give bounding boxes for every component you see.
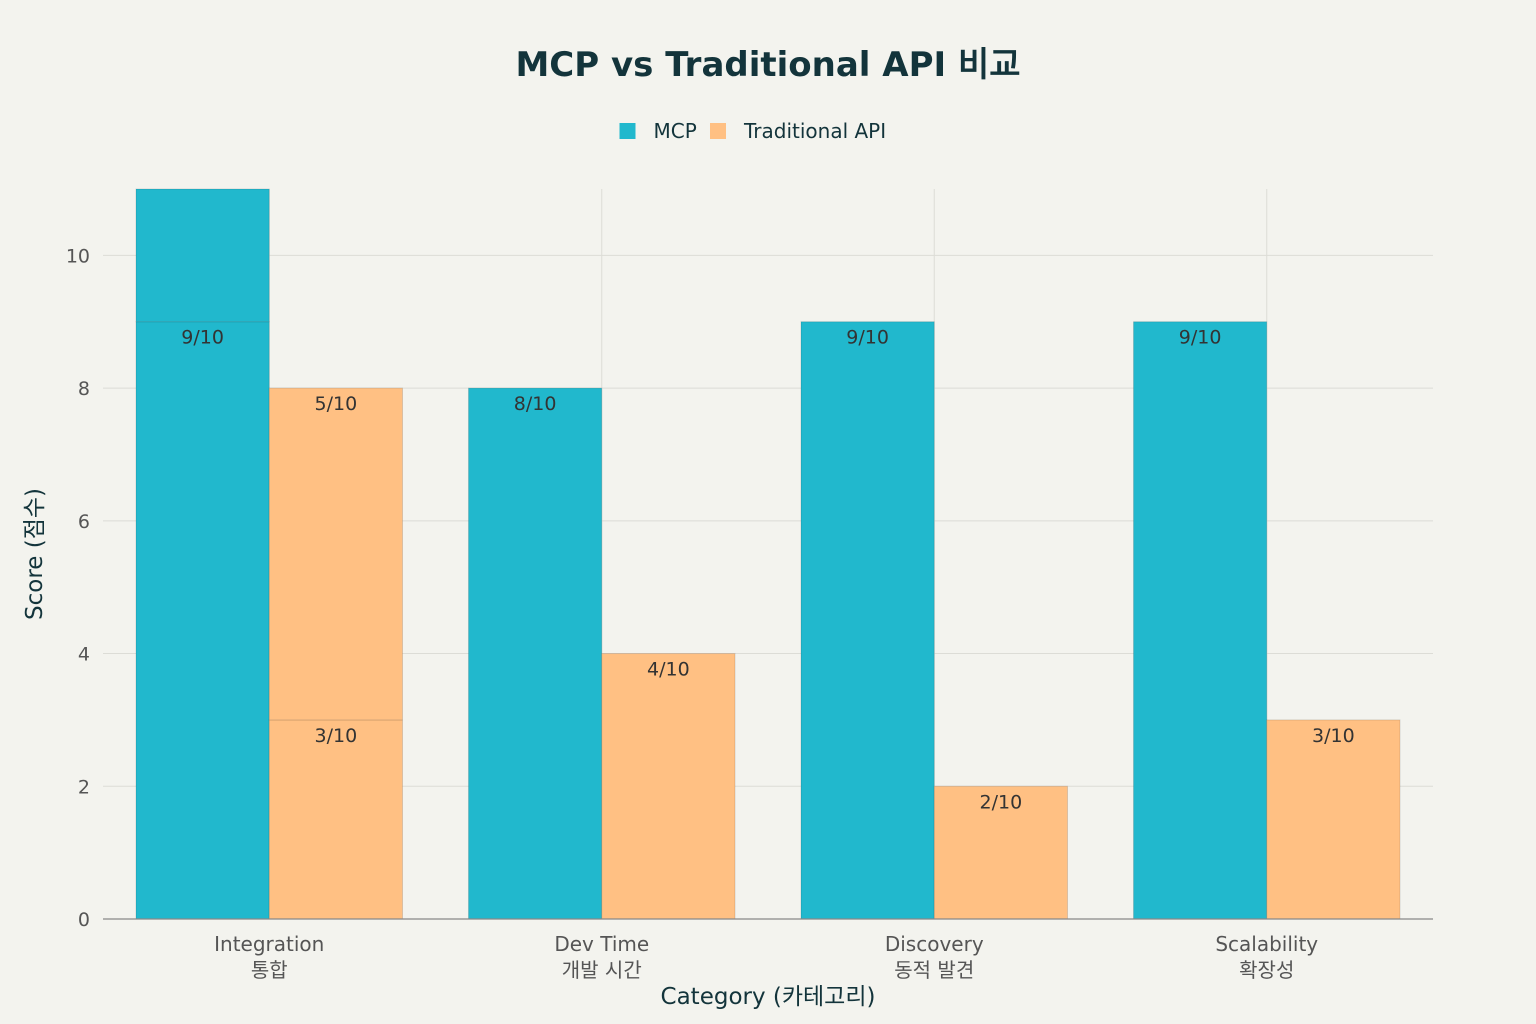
- chart-title: MCP vs Traditional API 비교: [515, 45, 1020, 85]
- y-tick-label: 10: [66, 245, 90, 267]
- bar-traditional-api: [268, 387, 403, 721]
- x-tick-label: Dev Time: [554, 932, 649, 956]
- bar-traditional-api: [268, 719, 403, 920]
- bar-mcp: [135, 321, 270, 920]
- legend-swatch: [710, 123, 726, 139]
- bar-traditional-api: [601, 653, 736, 920]
- legend: MCP Traditional API: [619, 119, 886, 143]
- bar-mcp: [135, 188, 270, 323]
- x-tick-label: Integration: [214, 932, 324, 956]
- bar-data-label: 3/10: [1312, 725, 1355, 747]
- x-tick-label: Scalability: [1215, 932, 1318, 956]
- bar-data-label: 5/10: [315, 393, 358, 415]
- x-tick-label: 개발 시간: [562, 958, 642, 982]
- bar-data-label: 8/10: [514, 393, 557, 415]
- x-tick-label: Discovery: [885, 932, 984, 956]
- x-axis-title: Category (카테고리): [661, 984, 876, 1010]
- bar-data-label: 9/10: [1179, 327, 1222, 349]
- y-tick-label: 2: [78, 776, 90, 798]
- bar-traditional-api: [933, 785, 1068, 920]
- legend-label: MCP: [654, 119, 697, 143]
- bar-traditional-api: [1266, 719, 1401, 920]
- y-tick-label: 4: [78, 644, 90, 666]
- y-tick-label: 0: [78, 909, 90, 931]
- bar-mcp: [468, 387, 603, 920]
- bar-data-label: 2/10: [980, 791, 1023, 813]
- y-tick-label: 6: [78, 511, 90, 533]
- legend-swatch: [619, 123, 636, 139]
- bar-data-label: 3/10: [315, 725, 358, 747]
- bar-data-label: 4/10: [647, 659, 690, 681]
- y-tick-label: 8: [78, 378, 90, 400]
- bar-data-label: 9/10: [181, 327, 224, 349]
- bars: 9/10 8/10 9/10 9/10 3/10 5/10 4/10 2/10 3/10: [135, 188, 1401, 920]
- x-tick-label: 통합: [251, 958, 288, 982]
- y-axis-title: Score (점수): [22, 488, 48, 620]
- x-tick-label: 확장성: [1239, 958, 1294, 982]
- y-axis-ticks: 0 2 4 6 8 10: [66, 245, 90, 931]
- legend-label: Traditional API: [743, 119, 886, 143]
- bar-mcp: [800, 321, 935, 920]
- x-tick-label: 동적 발견: [894, 958, 974, 982]
- bar-mcp: [1133, 321, 1268, 920]
- bar-data-label: 9/10: [846, 327, 889, 349]
